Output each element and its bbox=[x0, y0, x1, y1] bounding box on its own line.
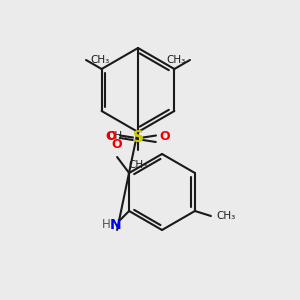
Text: O: O bbox=[112, 138, 122, 151]
Text: CH₃: CH₃ bbox=[90, 55, 110, 65]
Text: CH₃: CH₃ bbox=[107, 131, 127, 141]
Text: H: H bbox=[102, 218, 110, 230]
Text: N: N bbox=[109, 218, 121, 232]
Text: O: O bbox=[160, 130, 170, 142]
Text: S: S bbox=[133, 130, 143, 146]
Text: CH₃: CH₃ bbox=[166, 55, 186, 65]
Text: O: O bbox=[106, 130, 116, 142]
Text: CH₃: CH₃ bbox=[128, 160, 148, 170]
Text: CH₃: CH₃ bbox=[216, 211, 235, 221]
